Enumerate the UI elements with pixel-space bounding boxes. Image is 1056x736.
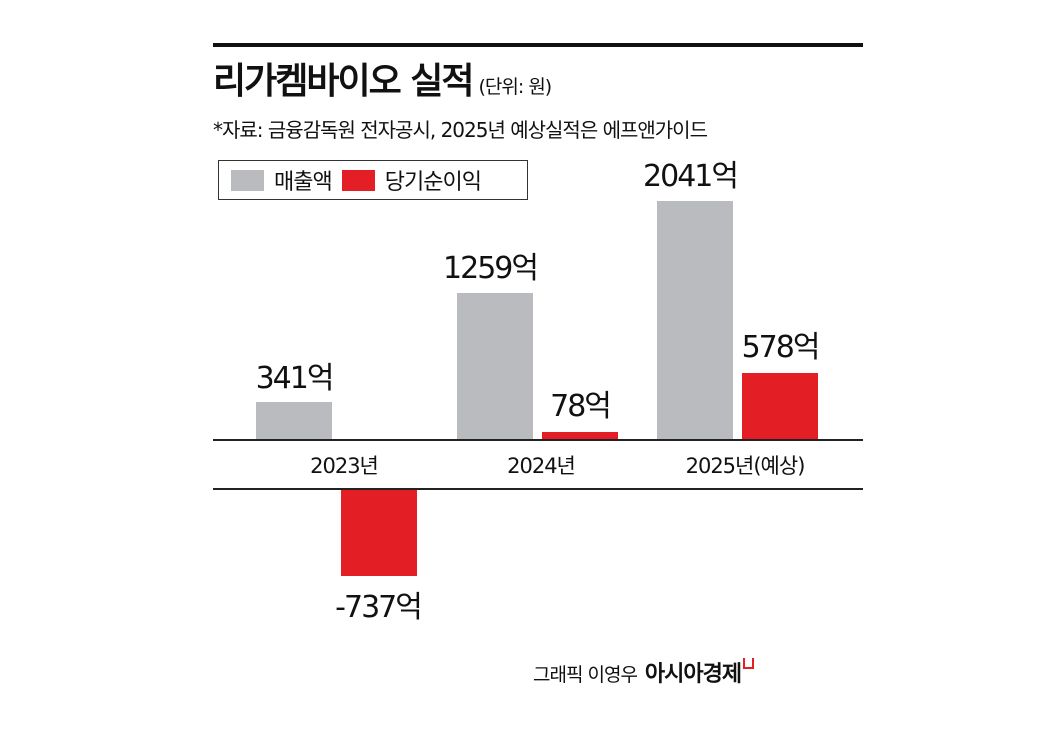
legend-label-net-income: 당기순이익: [384, 170, 482, 195]
brand-logo-icon: [743, 658, 755, 669]
graphic-credit: 그래픽 이영우: [533, 664, 638, 686]
title-text: 리가켐바이오 실적: [213, 61, 474, 102]
value-label-revenue-2023: 341억: [255, 361, 335, 396]
legend-swatch-revenue: [231, 169, 264, 191]
category-label-2023: 2023년: [310, 454, 379, 478]
bar-revenue-2024: [457, 293, 533, 440]
legend-label-revenue: 매출액: [274, 170, 333, 195]
category-divider-line: [213, 488, 863, 490]
category-label-2024: 2024년: [507, 454, 576, 478]
value-label-revenue-2024: 1259억: [443, 251, 539, 286]
top-rule: [213, 43, 863, 47]
bar-net-income-2024: [542, 432, 618, 440]
x-axis-line: [213, 439, 863, 441]
footer-credit: 그래픽 이영우 아시아경제: [533, 658, 755, 690]
brand-name: 아시아경제: [644, 662, 742, 687]
value-label-net-income-2023: -737억: [335, 590, 423, 625]
bar-net-income-2025: [742, 373, 818, 440]
bar-revenue-2025: [657, 201, 733, 440]
value-label-net-income-2024: 78억: [550, 389, 612, 424]
bar-net-income-2023: [341, 490, 417, 576]
source-note: *자료: 금융감독원 전자공시, 2025년 예상실적은 에프앤가이드: [213, 118, 708, 142]
legend-swatch-net-income: [341, 169, 375, 191]
value-label-revenue-2025: 2041억: [643, 159, 739, 194]
category-label-2025: 2025년(예상): [685, 454, 806, 478]
value-label-net-income-2025: 578억: [741, 330, 821, 365]
legend: 매출액 당기순이익: [218, 160, 528, 200]
chart-title: 리가켐바이오 실적 (단위: 원): [213, 61, 553, 107]
bar-revenue-2023: [256, 402, 332, 440]
unit-label: (단위: 원): [478, 76, 553, 98]
